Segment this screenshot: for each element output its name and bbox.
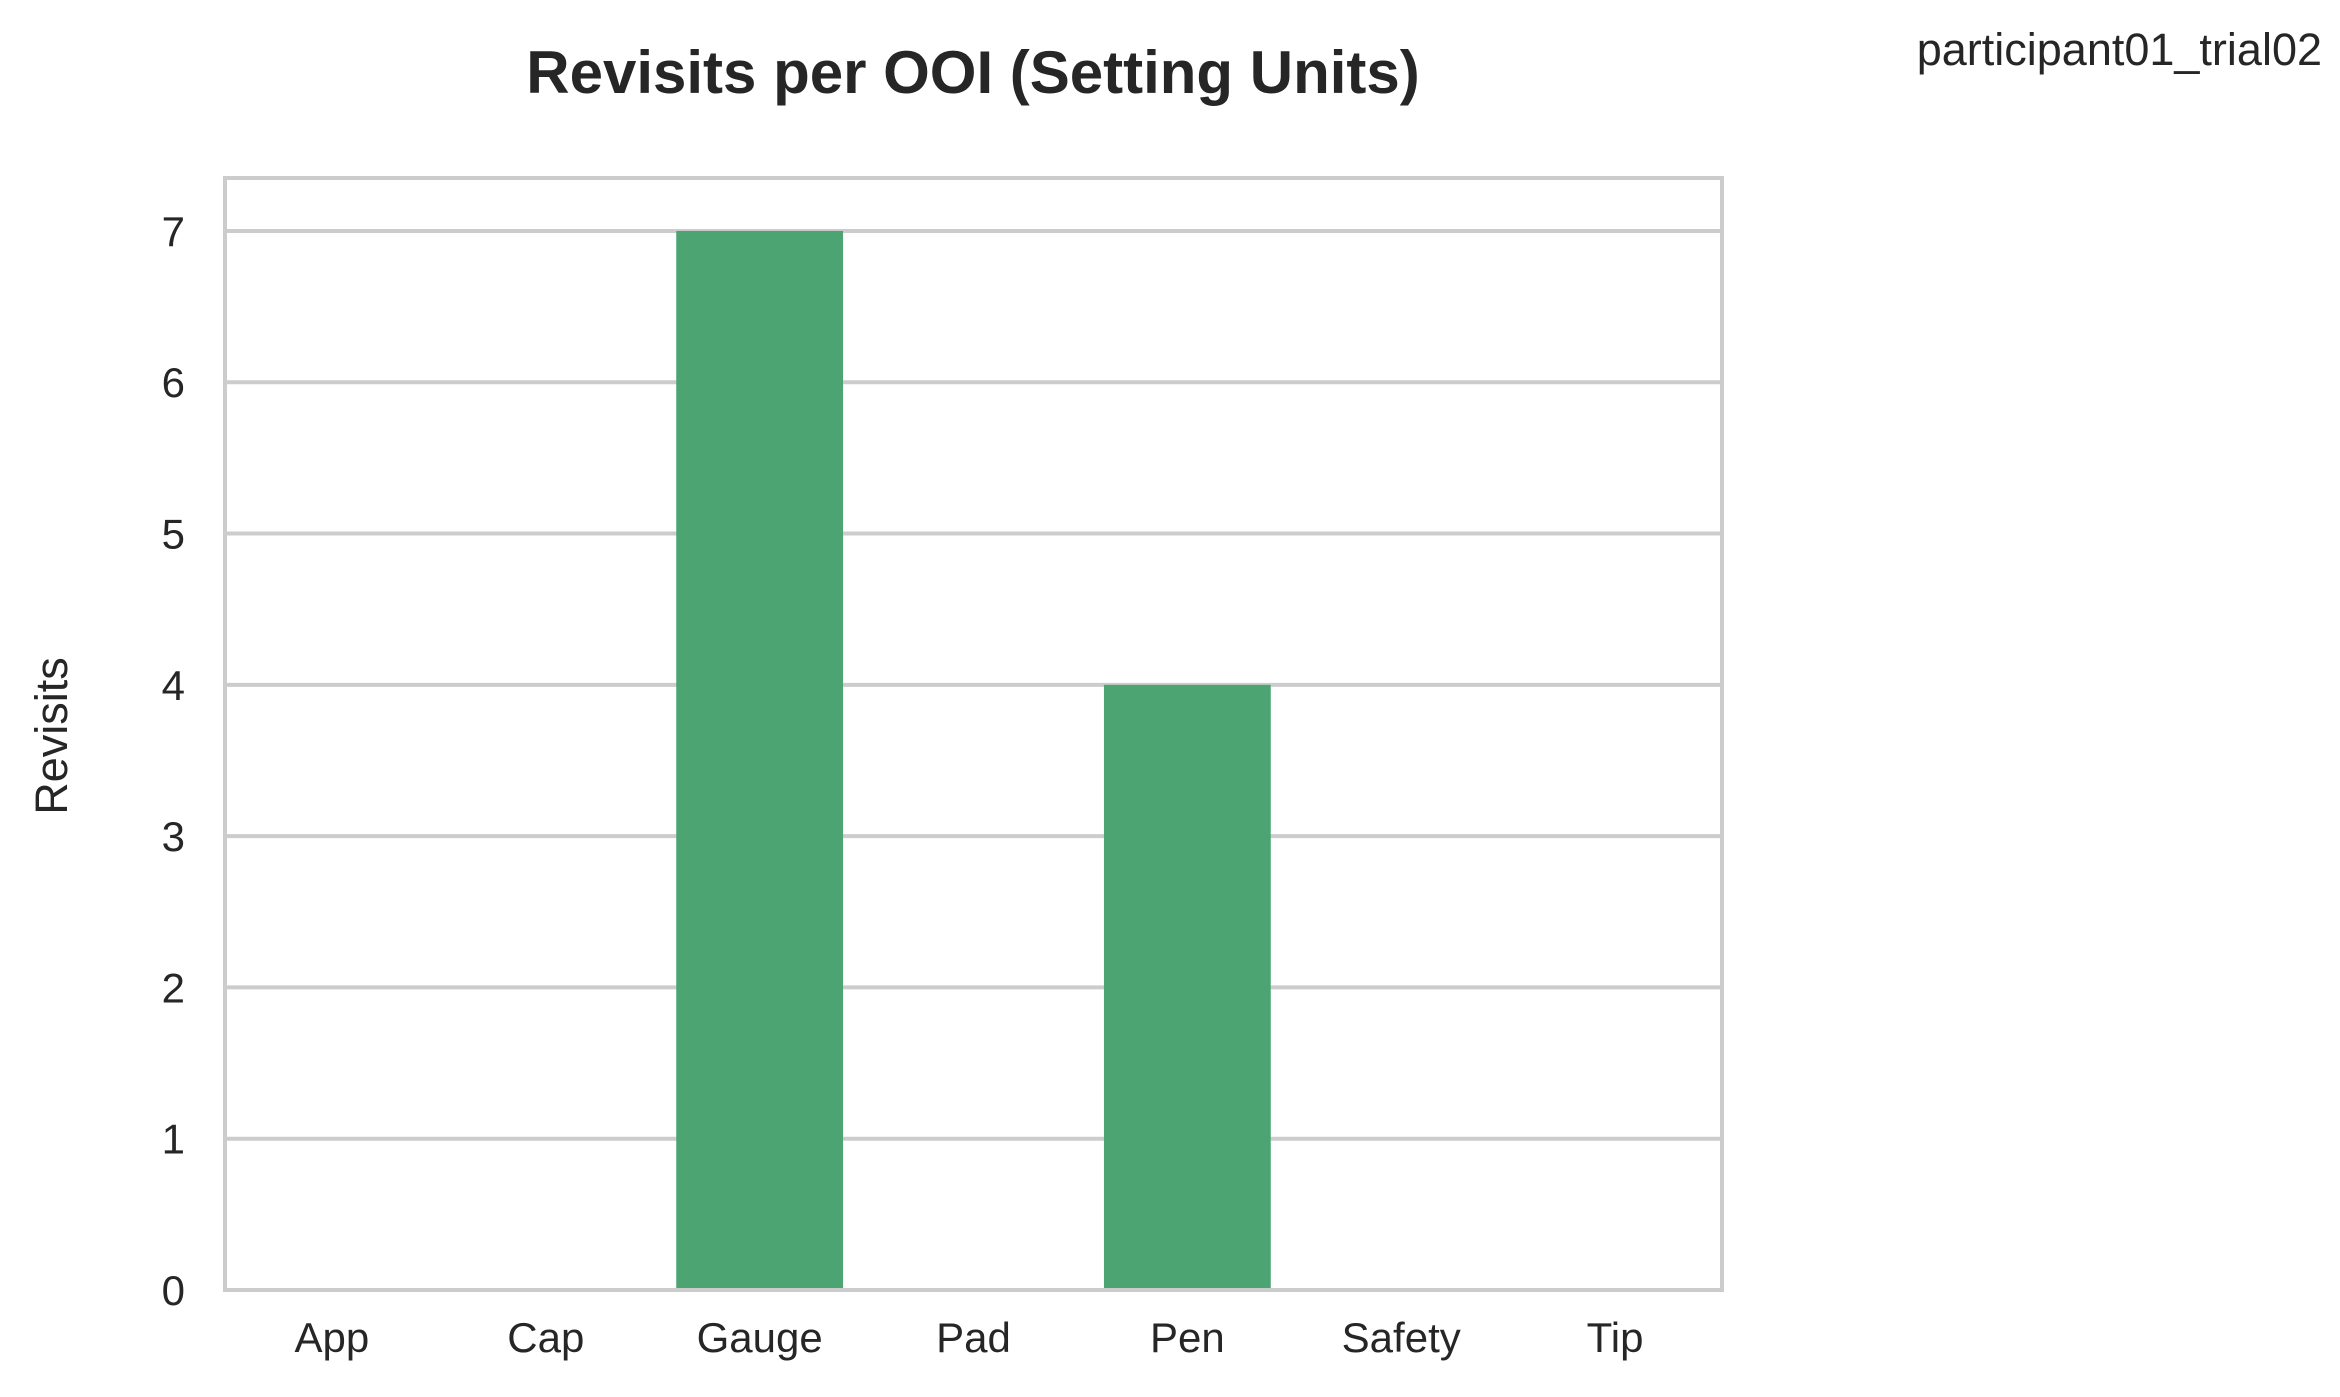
y-tick-label: 4	[162, 662, 185, 709]
x-tick-label-gauge: Gauge	[697, 1314, 823, 1361]
y-tick-label: 3	[162, 813, 185, 860]
x-tick-label-pad: Pad	[936, 1314, 1011, 1361]
y-tick-label: 5	[162, 511, 185, 558]
y-tick-label: 1	[162, 1116, 185, 1163]
trial-label: participant01_trial02	[1917, 24, 2322, 75]
x-tick-label-cap: Cap	[507, 1314, 584, 1361]
x-tick-label-pen: Pen	[1150, 1314, 1225, 1361]
y-axis-label: Revisits	[26, 657, 77, 815]
chart-title: Revisits per OOI (Setting Units)	[526, 39, 1419, 106]
gridlines	[225, 228, 1722, 1141]
x-tick-label-safety: Safety	[1342, 1314, 1461, 1361]
x-tick-labels: App Cap Gauge Pad Pen Safety Tip	[295, 1314, 1644, 1361]
y-tick-label: 2	[162, 964, 185, 1011]
x-tick-label-app: App	[295, 1314, 370, 1361]
bars	[676, 230, 1271, 1290]
bar-gauge	[676, 230, 844, 1290]
y-tick-labels: 0 1 2 3 4 5 6 7	[162, 208, 185, 1314]
y-tick-label: 7	[162, 208, 185, 255]
y-tick-label: 0	[162, 1267, 185, 1314]
x-tick-label-tip: Tip	[1587, 1314, 1644, 1361]
plot-frame	[223, 176, 1724, 1292]
bar-pen	[1103, 684, 1271, 1290]
y-tick-label: 6	[162, 359, 185, 406]
